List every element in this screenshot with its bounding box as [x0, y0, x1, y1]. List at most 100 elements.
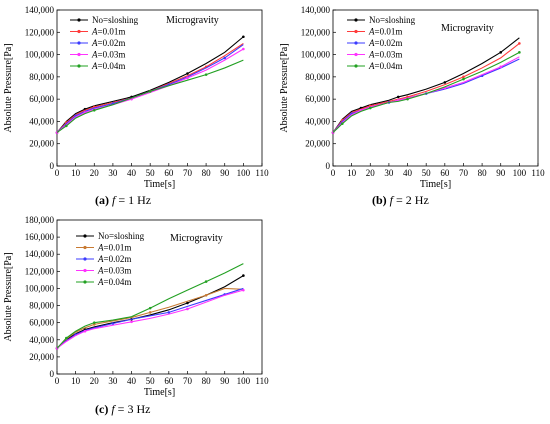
- legend-label: A=0.01m: [368, 27, 402, 37]
- x-tick-label: 50: [146, 168, 156, 178]
- chart-b: 0 10 20 30 40 50 60 70 80 90 100 110 0 20,000 40,000 60…: [279, 5, 545, 190]
- y-tick-label: 120,000: [25, 266, 55, 276]
- y-tick-label: 40,000: [29, 335, 54, 345]
- data-point: [518, 51, 521, 54]
- x-tick-label: 100: [237, 376, 251, 386]
- data-point: [186, 76, 189, 80]
- legend-marker: [354, 52, 358, 57]
- x-tick-label: 0: [55, 168, 60, 178]
- caption-b: (b) f = 2 Hz: [372, 193, 429, 208]
- legend-label: A=0.04m: [97, 277, 131, 287]
- legend-marker: [354, 18, 358, 22]
- legend-marker: [77, 41, 81, 45]
- data-point: [111, 322, 115, 325]
- x-tick-label: 110: [531, 168, 545, 178]
- x-tick-label: 90: [220, 168, 230, 178]
- x-tick-label: 30: [108, 168, 118, 178]
- y-tick-label: 20,000: [29, 352, 54, 362]
- legend-label: No=sloshing: [98, 231, 145, 241]
- x-tick-label: 100: [237, 168, 251, 178]
- data-point: [186, 301, 189, 305]
- x-tick-label: 70: [459, 168, 469, 178]
- x-tick-label: 70: [183, 376, 193, 386]
- x-tick-label: 50: [146, 376, 156, 386]
- y-axis-title: Absolute Pressure[Pa]: [279, 43, 290, 132]
- legend-label: A=0.02m: [91, 38, 125, 48]
- y-tick-label: 100,000: [25, 283, 55, 293]
- y-tick-label: 140,000: [25, 249, 55, 259]
- x-tick-label: 60: [440, 168, 450, 178]
- data-point: [83, 329, 87, 333]
- x-tick-label: 90: [496, 168, 506, 178]
- x-axis-title: Time[s]: [144, 179, 175, 190]
- legend-label: A=0.01m: [97, 243, 131, 253]
- data-point: [341, 122, 344, 125]
- legend-marker: [354, 41, 358, 45]
- x-tick-label: 80: [202, 168, 212, 178]
- x-tick-label: 10: [347, 168, 357, 178]
- data-point: [242, 47, 245, 51]
- x-tick-label: 50: [422, 168, 432, 178]
- legend-label: A=0.02m: [97, 254, 131, 264]
- plot-frame-b: [332, 9, 539, 167]
- y-tick-label: 80,000: [29, 301, 54, 311]
- x-tick-label: 60: [164, 376, 174, 386]
- plot-frame-a: [56, 9, 263, 167]
- legend-label: A=0.03m: [91, 50, 125, 60]
- y-tick-label: 0: [50, 161, 55, 171]
- x-tick-label: 60: [164, 168, 174, 178]
- legend-marker: [77, 64, 81, 68]
- x-tick-label: 110: [255, 376, 269, 386]
- series-line-A=0.02m: [332, 58, 520, 133]
- data-point: [499, 65, 503, 69]
- x-tick-label: 20: [366, 168, 376, 178]
- data-point: [65, 124, 68, 128]
- y-axis-title: Absolute Pressure[Pa]: [3, 43, 14, 132]
- caption-a-var: f: [112, 193, 116, 207]
- legend-label: A=0.03m: [97, 266, 131, 276]
- data-point: [130, 320, 133, 324]
- legend-marker: [354, 64, 358, 68]
- legend-marker: [83, 234, 87, 238]
- data-point: [223, 56, 227, 60]
- y-tick-label: 100,000: [301, 50, 331, 60]
- plot-frame-c: [56, 219, 263, 375]
- caption-c-tag: (c): [95, 402, 109, 416]
- x-tick-label: 80: [202, 376, 212, 386]
- series-line-No=sloshing: [56, 36, 244, 133]
- caption-b-tag: (b): [372, 193, 387, 207]
- x-tick-label: 40: [127, 376, 137, 386]
- chart-annotation: Microgravity: [166, 15, 219, 26]
- series-line-A=0.04m: [56, 59, 244, 134]
- caption-b-var: f: [389, 193, 394, 207]
- legend-marker: [354, 29, 358, 34]
- x-tick-label: 110: [255, 168, 269, 178]
- series-line-No=sloshing: [332, 37, 520, 133]
- legend-label: No=sloshing: [369, 15, 416, 25]
- caption-b-rest: = 2 Hz: [393, 193, 429, 207]
- series-line-A=0.03m: [332, 56, 520, 133]
- y-tick-label: 80,000: [29, 72, 54, 82]
- data-point: [148, 90, 152, 93]
- y-tick-label: 60,000: [29, 94, 54, 104]
- data-point: [242, 288, 245, 292]
- legend-label: A=0.01m: [91, 27, 125, 37]
- legend-marker: [77, 29, 81, 34]
- data-point: [204, 293, 208, 297]
- x-tick-label: 0: [331, 168, 336, 178]
- x-tick-label: 70: [183, 168, 193, 178]
- y-tick-label: 40,000: [305, 116, 330, 126]
- legend-marker: [83, 280, 87, 284]
- x-tick-label: 0: [55, 376, 60, 386]
- x-tick-label: 30: [384, 168, 394, 178]
- legend-marker: [83, 268, 87, 273]
- data-point: [92, 108, 96, 112]
- x-axis-title: Time[s]: [420, 179, 451, 190]
- data-point: [462, 75, 465, 79]
- x-tick-label: 20: [90, 168, 100, 178]
- data-point: [186, 72, 189, 75]
- data-point: [518, 42, 521, 45]
- chart-annotation: Microgravity: [170, 233, 223, 244]
- y-tick-label: 20,000: [305, 139, 330, 149]
